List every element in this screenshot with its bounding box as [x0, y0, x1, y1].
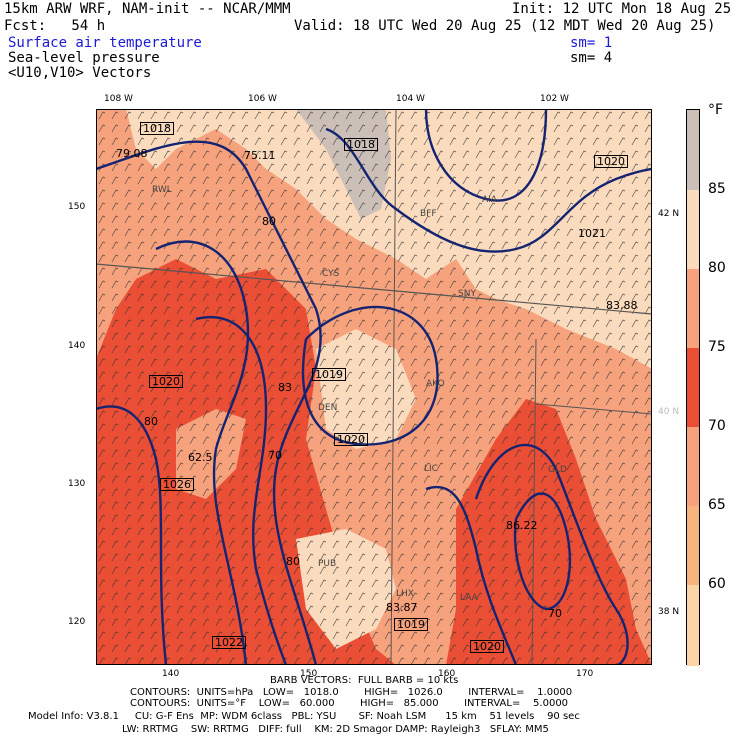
left-tick-150: 150	[68, 202, 86, 212]
contour-info-temperature: CONTOURS: UNITS=°F LOW= 60.000 HIGH= 85.…	[130, 698, 569, 709]
state-border-co-ks	[531, 338, 537, 665]
colorbar-label-70: 70	[708, 418, 726, 434]
temperature-value-label: 70	[548, 607, 562, 620]
state-border-ne-ks	[535, 403, 652, 415]
pressure-high-label: 1021	[578, 227, 606, 240]
state-border-wy-co	[96, 263, 652, 315]
field-pressure-label: Sea-level pressure	[8, 50, 160, 66]
colorbar-label-85: 85	[708, 181, 726, 197]
temperature-value-label: 83.88	[606, 299, 638, 312]
pressure-contour-label: 1022	[212, 636, 246, 649]
colorbar-label-80: 80	[708, 260, 726, 276]
pressure-contour-label: 1020	[470, 640, 504, 653]
left-tick-140: 140	[68, 341, 86, 351]
colorbar-label-75: 75	[708, 339, 726, 355]
map-frame	[96, 109, 652, 665]
bottom-tick-160: 160	[438, 669, 456, 679]
forecast-hour: Fcst: 54 h	[4, 18, 106, 34]
station-label: LHX	[396, 589, 414, 599]
field-pressure-smoothing: sm= 4	[570, 50, 613, 66]
temperature-value-label: 79.08	[116, 147, 148, 160]
init-time: Init: 12 UTC Mon 18 Aug 25	[512, 1, 732, 17]
pressure-high-label: 1018	[140, 122, 174, 135]
station-label: GLD	[548, 465, 567, 475]
station-label: BFF	[420, 209, 437, 219]
weather-map	[96, 109, 652, 665]
colorbar	[686, 109, 700, 666]
left-tick-130: 130	[68, 479, 86, 489]
pressure-high-label: 1026	[160, 478, 194, 491]
temperature-value-label: 70	[268, 449, 282, 462]
temperature-value-label: 86.22	[506, 519, 538, 532]
top-tick-104w: 104 W	[396, 94, 425, 104]
temperature-value-label: 75.11	[244, 149, 276, 162]
station-label: PUB	[318, 559, 337, 569]
station-label: SNY	[458, 289, 476, 299]
wind-barb-field	[96, 109, 652, 665]
right-tick-42n: 42 N	[658, 209, 680, 219]
station-label: CYS	[322, 269, 340, 279]
top-tick-106w: 106 W	[248, 94, 277, 104]
station-label: DEN	[318, 403, 338, 413]
station-label: LAA	[460, 593, 478, 603]
top-tick-108w: 108 W	[104, 94, 133, 104]
top-tick-102w: 102 W	[540, 94, 569, 104]
bottom-tick-150: 150	[300, 669, 318, 679]
pressure-low-label: 1019	[312, 368, 346, 381]
model-info-line1: Model Info: V3.8.1 CU: G-F Ens MP: WDM 6…	[28, 711, 580, 722]
temperature-value-label: 80	[262, 215, 276, 228]
station-label: RWL	[152, 185, 172, 195]
temperature-value-label: 80	[286, 555, 300, 568]
colorbar-unit: °F	[708, 102, 724, 118]
pressure-contour-label: 1019	[394, 618, 428, 631]
barb-legend: BARB VECTORS: FULL BARB = 10 kts	[270, 675, 459, 686]
station-label: LIC	[424, 464, 438, 474]
station-label: AKO	[426, 379, 445, 389]
left-tick-120: 120	[68, 617, 86, 627]
pressure-contours	[96, 109, 652, 665]
state-border-meridian	[390, 109, 397, 665]
station-label: AIA	[482, 195, 497, 205]
pressure-contour-label: 1020	[334, 433, 368, 446]
field-vectors-label: <U10,V10> Vectors	[8, 65, 152, 81]
temperature-value-label: 83.87	[386, 601, 418, 614]
bottom-tick-170: 170	[576, 669, 594, 679]
pressure-high-label: 1018	[344, 138, 378, 151]
colorbar-label-60: 60	[708, 576, 726, 592]
model-title: 15km ARW WRF, NAM-init -- NCAR/MMM	[4, 1, 291, 17]
field-temperature-label: Surface air temperature	[8, 35, 202, 51]
right-tick-40n: 40 N	[658, 407, 680, 417]
contour-info-pressure: CONTOURS: UNITS=hPa LOW= 1018.0 HIGH= 10…	[130, 687, 573, 698]
right-tick-38n: 38 N	[658, 607, 680, 617]
colorbar-label-65: 65	[708, 497, 726, 513]
pressure-contour-label: 1020	[149, 375, 183, 388]
temperature-value-label: 80	[144, 415, 158, 428]
bottom-tick-140: 140	[162, 669, 180, 679]
field-temperature-smoothing: sm= 1	[570, 35, 613, 51]
pressure-high-label: 1020	[594, 155, 628, 168]
temperature-value-label: 62.5	[188, 451, 213, 464]
model-info-line2: LW: RRTMG SW: RRTMG DIFF: full KM: 2D Sm…	[122, 724, 549, 735]
temperature-value-label: 83	[278, 381, 292, 394]
valid-time: Valid: 18 UTC Wed 20 Aug 25 (12 MDT Wed …	[294, 18, 716, 34]
